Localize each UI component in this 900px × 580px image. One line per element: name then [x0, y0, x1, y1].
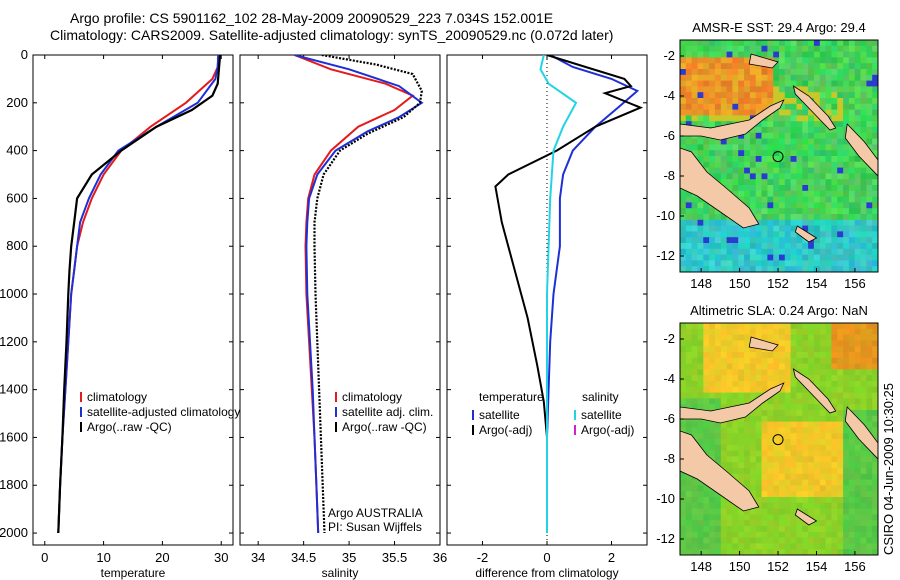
- annotation-text: Argo AUSTRALIA: [328, 506, 423, 520]
- plot-frame: [239, 54, 441, 546]
- y-tick-label: -4: [663, 88, 675, 103]
- y-tick-label: 1800: [0, 477, 28, 492]
- annotation-text: PI: Susan Wijffels: [328, 520, 422, 534]
- x-tick-label: 148: [690, 559, 712, 574]
- legend-entry: Argo(-adj): [581, 423, 634, 437]
- y-tick-label: -2: [663, 48, 675, 63]
- map-title: Altimetric SLA: 0.24 Argo: NaN: [690, 303, 868, 318]
- x-tick-label: 152: [767, 559, 789, 574]
- series-line: [539, 55, 578, 533]
- legend-title: temperature: [479, 390, 544, 404]
- x-tick-label: 152: [767, 276, 789, 291]
- land-mass: [680, 430, 760, 512]
- x-tick-label: -2: [477, 550, 489, 565]
- x-tick-label: 156: [844, 276, 866, 291]
- land-mass: [794, 225, 818, 243]
- y-tick-label: -2: [663, 331, 675, 346]
- x-tick-label: 30: [214, 550, 228, 565]
- y-tick-label: 400: [6, 143, 28, 158]
- series-line: [494, 55, 644, 533]
- x-tick-label: 148: [690, 276, 712, 291]
- map-frame: [679, 322, 879, 556]
- legend-entry: climatology: [87, 390, 147, 404]
- panel-temperature: 0 10 20 30 0 200 400 600 800 1000 1200 1400 1600 1800…: [0, 47, 240, 580]
- land-mass: [680, 99, 785, 141]
- y-tick-label: 1400: [0, 382, 28, 397]
- y-tick-label: -8: [663, 168, 675, 183]
- land-mass: [680, 147, 760, 229]
- map-field: [680, 40, 878, 272]
- x-tick-label: 150: [729, 276, 751, 291]
- y-tick-label: -10: [656, 491, 675, 506]
- x-tick-label: 154: [806, 276, 828, 291]
- legend-title: salinity: [582, 390, 619, 404]
- legend-entry: Argo(..raw -QC): [342, 420, 427, 434]
- panel-salinity: 34 34.5 35 35.5 36 salinity climatologysatelli…: [239, 54, 447, 580]
- x-tick-label: 150: [729, 559, 751, 574]
- y-tick-label: 1600: [0, 429, 28, 444]
- x-tick-label: 34.5: [291, 550, 316, 565]
- y-tick-label: -8: [663, 451, 675, 466]
- timestamp-stamp: CSIRO 04-Jun-2009 10:30:25: [881, 383, 896, 555]
- panel-sst_map: 148 150 152 154 156 -2 -4 -6 -8 -10 -12 AMSR-E SST:…: [656, 20, 879, 291]
- x-axis-label: salinity: [322, 566, 359, 580]
- legend-entry: Argo(..raw -QC): [87, 420, 172, 434]
- x-tick-label: 0: [41, 550, 48, 565]
- series-line: [57, 55, 222, 534]
- panel-sla_map: 148 150 152 154 156 -2 -4 -6 -8 -10 -12 Altimetric …: [656, 303, 879, 574]
- land-mass: [748, 336, 779, 352]
- x-tick-label: 154: [806, 559, 828, 574]
- plot-frame: [32, 54, 234, 546]
- x-tick-label: 35.5: [382, 550, 407, 565]
- land-mass: [844, 123, 878, 177]
- figure-title-line1: Argo profile: CS 5901162_102 28-May-2009…: [70, 10, 554, 26]
- y-tick-label: 1200: [0, 334, 28, 349]
- y-tick-label: -12: [656, 248, 675, 263]
- legend-entry: satellite: [581, 408, 622, 422]
- map-field: [680, 323, 878, 555]
- y-tick-label: 800: [6, 238, 28, 253]
- x-axis-label: temperature: [101, 566, 166, 580]
- argo-marker: [772, 434, 784, 446]
- legend-entry: satellite-adjusted climatology: [87, 405, 240, 419]
- land-mass: [680, 382, 785, 424]
- x-tick-label: 10: [96, 550, 110, 565]
- y-tick-label: 1000: [0, 286, 28, 301]
- legend-entry: Argo(-adj): [479, 423, 532, 437]
- legend-entry: satellite: [479, 408, 520, 422]
- figure-title-line2: Climatology: CARS2009. Satellite-adjuste…: [50, 27, 614, 43]
- x-tick-label: 156: [844, 559, 866, 574]
- x-tick-label: 35: [342, 550, 356, 565]
- y-tick-label: -6: [663, 411, 675, 426]
- x-tick-label: 0: [543, 550, 550, 565]
- series-line: [313, 55, 423, 534]
- y-tick-label: 2000: [0, 525, 28, 540]
- y-tick-label: 200: [6, 95, 28, 110]
- land-mass: [748, 53, 779, 69]
- land-mass: [792, 85, 837, 131]
- legend-entry: satellite adj. clim.: [342, 405, 433, 419]
- y-tick-label: -10: [656, 208, 675, 223]
- y-tick-label: -6: [663, 128, 675, 143]
- x-tick-label: 20: [155, 550, 169, 565]
- land-mass: [792, 368, 837, 414]
- map-frame: [679, 39, 879, 273]
- land-mass: [794, 508, 818, 526]
- y-tick-label: 600: [6, 190, 28, 205]
- y-tick-label: -4: [663, 371, 675, 386]
- land-mass: [844, 406, 878, 460]
- argo-marker: [772, 151, 784, 163]
- x-axis-label: difference from climatology: [475, 566, 618, 580]
- y-tick-label: 0: [21, 47, 28, 62]
- legend-entry: climatology: [342, 390, 402, 404]
- y-tick-label: -12: [656, 531, 675, 546]
- x-tick-label: 2: [608, 550, 615, 565]
- x-tick-label: 34: [251, 550, 265, 565]
- map-title: AMSR-E SST: 29.4 Argo: 29.4: [692, 20, 865, 35]
- series-line: [294, 55, 424, 534]
- x-tick-label: 36: [433, 550, 447, 565]
